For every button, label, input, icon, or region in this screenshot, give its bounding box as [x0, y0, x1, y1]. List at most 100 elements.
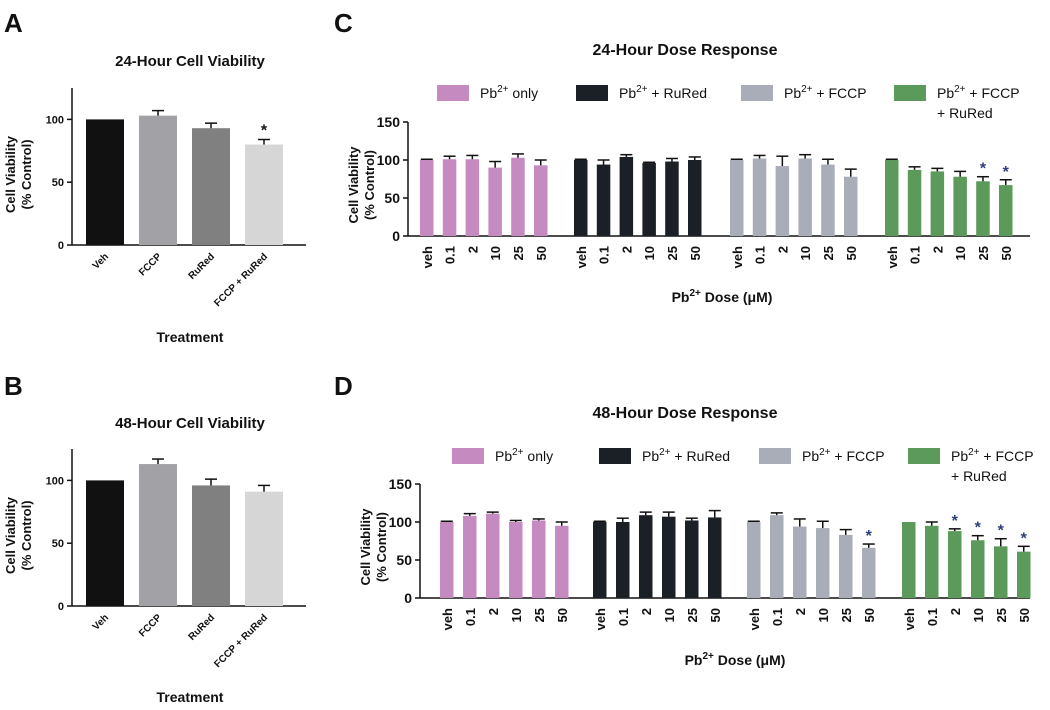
bar-group: 10 [953, 170, 968, 260]
bar [775, 166, 790, 236]
legend-label: Pb2+ only [495, 447, 553, 464]
x-tick-label: veh [593, 608, 608, 630]
legend-item: Pb2+ only [437, 84, 538, 101]
legend-label-base: Pb [784, 85, 801, 101]
series: veh 0.1 2 10 25 50 [593, 509, 723, 630]
bar-group: veh [730, 158, 745, 268]
panel-label: B [4, 371, 23, 401]
x-tick-label: 0.1 [770, 608, 785, 626]
bar-group: veh [574, 158, 589, 268]
y-tick-label: 50 [396, 552, 412, 568]
bar [665, 161, 679, 236]
legend-label: Pb2+ + RuRed [642, 447, 730, 464]
x-axis-label: Pb2+ Dose (μM) [672, 288, 773, 305]
bar [798, 158, 812, 236]
bar [885, 160, 899, 236]
bar [862, 547, 876, 598]
legend-label-sup: 2+ [968, 447, 980, 458]
x-tick-label: 25 [665, 246, 680, 260]
legend-item: Pb2+ + RuRed [576, 84, 707, 101]
bar [463, 515, 477, 598]
chart-title: 24-Hour Cell Viability [115, 53, 265, 70]
legend-label: Pb2+ only [480, 84, 538, 101]
x-axis-label-sup: 2+ [702, 651, 714, 662]
bar [192, 128, 230, 245]
series: veh 0.1 2 10 25 50 [574, 153, 703, 268]
legend-label-sup: 2+ [659, 447, 671, 458]
x-tick-label: 10 [816, 608, 831, 622]
legend-item: Pb2+ + RuRed [599, 447, 730, 464]
x-tick-label: 25 [511, 246, 526, 260]
x-axis-label: Pb2+ Dose (μM) [685, 651, 786, 668]
bar-group: 50 [555, 521, 570, 622]
bar-group: 0.1 [443, 155, 458, 264]
x-tick-label: 50 [534, 246, 549, 260]
x-tick-label: 2 [793, 608, 808, 615]
y-axis-label-units: (% Control) [19, 139, 34, 209]
legend-item: Pb2+ + FCCP [741, 84, 867, 101]
legend-label-base: Pb [951, 448, 968, 464]
legend-label: Pb2+ + FCCP [784, 84, 867, 101]
bar-group: 0.1 [770, 512, 785, 626]
series: veh 0.1 2 10 25 50 [440, 511, 570, 630]
x-tick-label: 0.1 [597, 246, 612, 264]
bar-group: 10 [642, 161, 657, 260]
legend-label-rest: only [509, 85, 539, 101]
legend-label-sup: 2+ [801, 84, 813, 95]
bar [465, 159, 480, 236]
bar [685, 520, 699, 598]
panel-A: A 24-Hour Cell Viability 0 50 100 Cell Viabil… [3, 8, 306, 345]
bar-group: * 25 [976, 161, 991, 261]
bar [245, 144, 283, 245]
x-tick-label: 10 [488, 246, 503, 260]
y-tick-label: 150 [377, 114, 401, 130]
x-tick-label: 25 [994, 608, 1009, 622]
y-tick-label: 100 [46, 475, 64, 487]
bar-group: 25 [532, 518, 547, 622]
bar [639, 515, 653, 598]
bar [532, 520, 546, 598]
x-tick-label: 25 [685, 608, 700, 622]
bar [511, 157, 525, 236]
panel-label: D [334, 371, 353, 401]
y-tick-label: 100 [377, 152, 401, 168]
bar [839, 534, 853, 598]
bar [1017, 551, 1031, 598]
significance-star: * [998, 523, 1005, 540]
bar [662, 516, 676, 598]
bar [534, 165, 548, 236]
x-tick-label: FCCP + RuRed [212, 612, 270, 670]
legend-swatch [759, 448, 791, 464]
series: veh 0.1 2 10 * 25 * 50 [885, 158, 1014, 268]
x-axis-label-rest: Dose (μM) [714, 652, 786, 668]
y-axis-label: Cell Viability [358, 508, 373, 586]
bar [616, 522, 630, 598]
bar [708, 517, 722, 598]
legend-label-base: Pb [937, 85, 954, 101]
bar-group: RuRed [187, 478, 230, 643]
bar [844, 176, 858, 236]
legend-item: Pb2+ + FCCP [759, 447, 885, 464]
legend-swatch [599, 448, 631, 464]
bar-group: veh [747, 520, 762, 630]
x-tick-label: 50 [708, 608, 723, 622]
bar-group: 0.1 [908, 166, 923, 264]
significance-star: * [261, 122, 268, 139]
x-axis-label-base: Pb [672, 289, 690, 305]
x-tick-label: 2 [619, 246, 634, 253]
x-tick-label: 0.1 [908, 246, 923, 264]
legend-label-rest: + RuRed [648, 85, 708, 101]
series: veh 0.1*2*10*25*50 [902, 513, 1032, 631]
y-axis-label: Cell Viability [3, 496, 18, 574]
bar [688, 160, 702, 236]
x-tick-label: Veh [91, 251, 111, 271]
bar [509, 522, 523, 598]
panel-B: B 48-Hour Cell Viability 0 50 100 Cell Viabil… [3, 371, 306, 705]
x-tick-label: veh [440, 608, 455, 630]
bar-group: 2 [793, 518, 808, 615]
x-tick-label: RuRed [187, 251, 218, 282]
bar [999, 185, 1013, 236]
legend-swatch [576, 85, 608, 101]
x-tick-label: FCCP [137, 251, 164, 278]
x-tick-label: veh [730, 246, 745, 268]
